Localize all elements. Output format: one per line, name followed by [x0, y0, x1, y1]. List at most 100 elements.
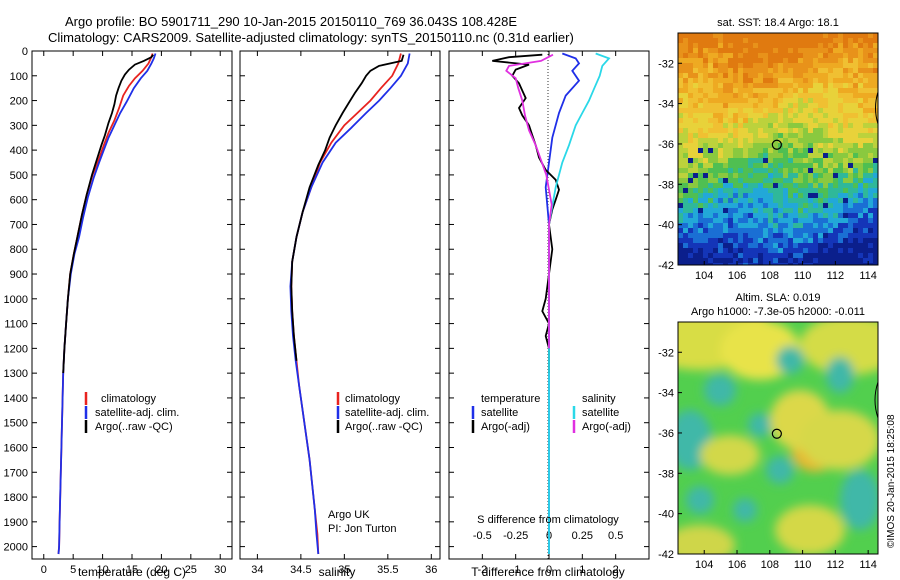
x-tick-label: 5	[70, 564, 76, 576]
sst-cell	[868, 243, 873, 248]
sst-cell	[813, 43, 818, 48]
sst-cell	[728, 253, 733, 258]
sst-cell	[793, 53, 798, 58]
sst-cell	[683, 158, 688, 163]
sst-cell	[843, 158, 848, 163]
sst-cell	[678, 203, 683, 208]
y-tick-label: -40	[658, 220, 674, 232]
sst-cell	[708, 128, 713, 133]
sst-cell	[823, 33, 828, 38]
sst-cell	[728, 123, 733, 128]
sst-cell	[793, 253, 798, 258]
sst-cell	[853, 73, 858, 78]
sst-cell	[783, 168, 788, 173]
sst-cell	[873, 133, 878, 138]
sst-cell	[823, 258, 828, 263]
temperature-axes-box	[31, 50, 233, 560]
sst-cell	[858, 233, 863, 238]
sst-cell	[798, 133, 803, 138]
sst-cell	[853, 83, 858, 88]
sst-cell	[788, 173, 793, 178]
sst-cell	[678, 178, 683, 183]
sst-cell	[688, 173, 693, 178]
sst-cell	[748, 188, 753, 193]
sst-cell	[688, 203, 693, 208]
sst-cell	[728, 128, 733, 133]
sst-cell	[778, 123, 783, 128]
sst-cell	[858, 248, 863, 253]
sst-cell	[803, 138, 808, 143]
x-tick-label: 110	[794, 559, 812, 571]
sst-cell	[788, 68, 793, 73]
sst-cell	[678, 138, 683, 143]
sst-cell	[753, 73, 758, 78]
sst-cell	[773, 53, 778, 58]
sst-cell	[778, 193, 783, 198]
sst-cell	[693, 148, 698, 153]
sst-cell	[823, 198, 828, 203]
sst-cell	[858, 243, 863, 248]
sst-cell	[748, 263, 753, 265]
sst-cell	[763, 223, 768, 228]
sst-cell	[793, 163, 798, 168]
sst-cell	[808, 198, 813, 203]
sst-cell	[683, 123, 688, 128]
sst-cell	[813, 173, 818, 178]
sst-cell	[708, 163, 713, 168]
sst-cell	[863, 233, 868, 238]
sst-cell	[788, 73, 793, 78]
sst-cell	[698, 108, 703, 113]
sst-cell	[748, 178, 753, 183]
sst-cell	[728, 73, 733, 78]
sst-cell	[733, 198, 738, 203]
sst-cell	[828, 153, 833, 158]
sst-cell	[723, 73, 728, 78]
sst-cell	[858, 93, 863, 98]
sst-cell	[768, 58, 773, 63]
sst-cell	[728, 208, 733, 213]
sst-cell	[843, 73, 848, 78]
temperature-ticks: 0 5 10 15 20 25 300100200300400500600700800900…	[4, 46, 232, 576]
sst-cell	[858, 48, 863, 53]
sst-cell	[863, 63, 868, 68]
sst-cell	[848, 173, 853, 178]
sst-cell	[748, 208, 753, 213]
sst-cell	[833, 158, 838, 163]
sst-cell	[863, 133, 868, 138]
sst-cell	[713, 73, 718, 78]
sst-cell	[758, 198, 763, 203]
sst-cell	[793, 113, 798, 118]
x-tick-label: 35.5	[377, 564, 398, 576]
sst-cell	[818, 248, 823, 253]
sst-cell	[863, 208, 868, 213]
sst-cell	[688, 58, 693, 63]
sst-cell	[688, 238, 693, 243]
sst-cell	[683, 208, 688, 213]
sst-cell	[718, 63, 723, 68]
x-tick-label: 15	[126, 564, 138, 576]
sst-cell	[683, 38, 688, 43]
sst-cell	[798, 173, 803, 178]
sst-cell	[773, 238, 778, 243]
sst-cell	[848, 133, 853, 138]
sst-cell	[818, 33, 823, 38]
sst-cell	[768, 233, 773, 238]
sst-cell	[733, 238, 738, 243]
x-tick-label: 108	[761, 559, 779, 571]
sst-cell	[713, 233, 718, 238]
sst-cell	[783, 218, 788, 223]
sst-cell	[818, 168, 823, 173]
sst-cell	[688, 118, 693, 123]
sst-cell	[863, 143, 868, 148]
sst-cell	[853, 163, 858, 168]
sst-cell	[688, 148, 693, 153]
x-tick-label: 106	[728, 270, 746, 282]
sst-cell	[863, 243, 868, 248]
sst-cell	[708, 183, 713, 188]
sst-cell	[753, 103, 758, 108]
sst-cell	[723, 218, 728, 223]
sst-cell	[783, 223, 788, 228]
sst-cell	[858, 148, 863, 153]
sst-cell	[808, 178, 813, 183]
sst-cell	[708, 78, 713, 83]
